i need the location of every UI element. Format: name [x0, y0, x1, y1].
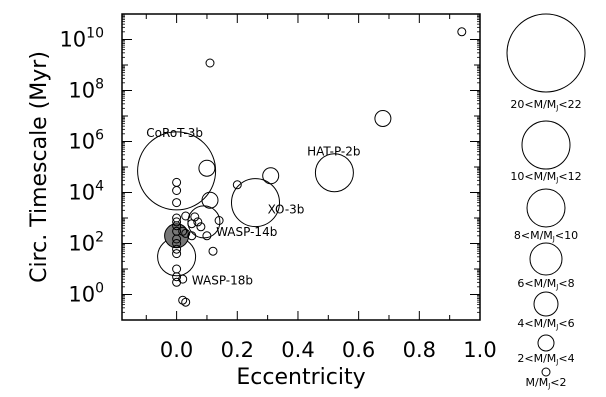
label-xo-3b: XO-3b [268, 203, 305, 217]
legend-marker [506, 13, 586, 93]
data-point [178, 226, 188, 236]
label-corot-3b: CoRoT-3b [146, 126, 203, 140]
data-point [232, 180, 242, 190]
legend-label: 6<M/MJ<8 [517, 277, 574, 291]
data-point [181, 228, 191, 238]
data-point [205, 58, 215, 68]
legend-marker [521, 120, 571, 170]
x-tick-label: 0.0 [160, 338, 193, 362]
data-point [172, 198, 182, 208]
y-tick-label: 100 [68, 281, 104, 307]
plot-frame [121, 13, 481, 321]
data-point [172, 177, 182, 187]
data-point [201, 191, 219, 209]
legend-marker [526, 188, 566, 228]
point-corot-3b [137, 131, 217, 211]
legend-marker [537, 334, 555, 352]
y-tick-label: 104 [68, 179, 104, 205]
x-axis-title: Eccentricity [236, 365, 365, 390]
legend-marker [541, 367, 551, 377]
x-tick-label: 0.2 [221, 338, 254, 362]
data-point [172, 217, 182, 227]
label-wasp-14b: WASP-14b [216, 225, 277, 239]
data-point [172, 234, 182, 244]
x-tick-label: 0.8 [403, 338, 436, 362]
data-point [178, 274, 188, 284]
y-tick-label: 102 [68, 230, 104, 256]
legend-label: 4<M/MJ<6 [517, 317, 574, 331]
point-hat-p-2b [314, 153, 354, 193]
data-point [208, 246, 218, 256]
legend-label: 8<M/MJ<10 [514, 229, 578, 243]
data-point [262, 167, 280, 185]
y-tick-label: 108 [68, 77, 104, 103]
data-point [181, 211, 191, 221]
data-point [193, 217, 203, 227]
data-point [202, 231, 212, 241]
legend-marker [529, 242, 563, 276]
data-point [172, 249, 182, 259]
point-xo-3b [231, 178, 280, 228]
data-point [196, 222, 206, 232]
data-point [457, 27, 467, 37]
legend-label: M/MJ<2 [526, 376, 567, 390]
legend-label: 20<M/MJ<22 [510, 98, 581, 112]
data-point [198, 159, 216, 177]
annotations: CoRoT-3b HAT-P-2b XO-3b WASP-14b WASP-18b [146, 126, 360, 287]
y-axis-title: Circ. Timescale (Myr) [27, 51, 52, 283]
y-axis-ticks: 100 102 104 106 108 1010 [59, 13, 480, 321]
data-point [172, 239, 182, 248]
x-tick-label: 0.6 [342, 338, 375, 362]
y-tick-label: 1010 [59, 26, 104, 52]
data-point [178, 295, 188, 305]
data-point [187, 231, 197, 241]
data-point [374, 110, 392, 127]
plot-area: CoRoT-3b HAT-P-2b XO-3b WASP-14b WASP-18b 0.… [59, 13, 497, 362]
legend-label: 10<M/MJ<12 [510, 170, 581, 184]
mass-legend: 20<M/MJ<22 10<M/MJ<12 8<M/MJ<10 6<M/MJ<8 4<M… [506, 13, 586, 390]
x-axis-ticks: 0.0 0.2 0.4 0.6 0.8 1.0 [145, 14, 497, 362]
data-points [137, 27, 467, 307]
label-hat-p-2b: HAT-P-2b [307, 145, 360, 159]
legend-marker [533, 291, 559, 317]
legend-label: 2<M/MJ<4 [517, 352, 574, 366]
data-point [172, 264, 182, 274]
x-tick-label: 1.0 [463, 338, 496, 362]
data-point [181, 297, 191, 307]
data-point [172, 244, 182, 254]
data-point [172, 186, 182, 195]
data-point [172, 277, 182, 287]
x-tick-label: 0.4 [281, 338, 314, 362]
y-tick-label: 106 [68, 128, 104, 154]
data-point [214, 216, 224, 225]
data-point [190, 212, 200, 222]
label-wasp-18b: WASP-18b [192, 273, 253, 287]
data-point [172, 272, 182, 282]
data-point [172, 221, 182, 231]
